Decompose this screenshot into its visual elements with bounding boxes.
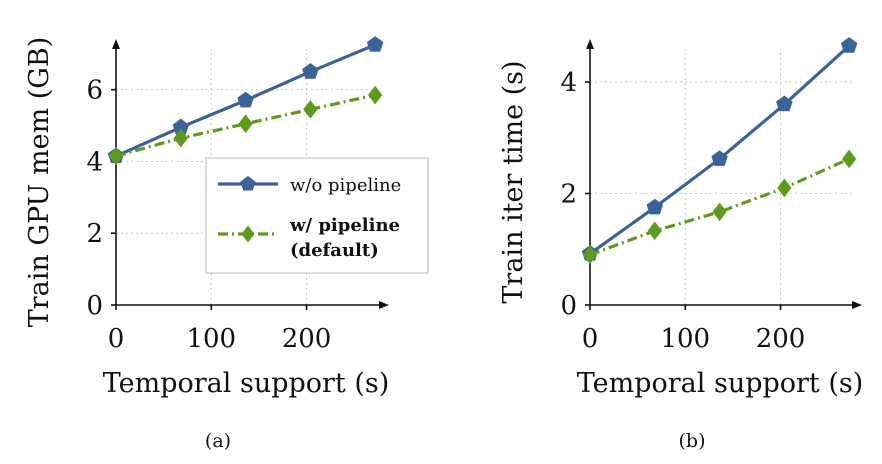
- point-w-pipeline-3: [777, 178, 792, 198]
- y-axis-title: Train iter time (s): [498, 60, 529, 303]
- point-wo-pipeline-4: [366, 36, 384, 52]
- legend-label-w-pipeline: w/ pipeline: [289, 215, 400, 236]
- x-tick-label-200: 200: [282, 324, 332, 354]
- y-tick-label-2: 2: [86, 219, 103, 249]
- point-wo-pipeline-3: [302, 63, 319, 79]
- x-tick-label-100: 100: [186, 324, 236, 354]
- point-w-pipeline-4: [368, 85, 383, 105]
- y-tick-label-4: 4: [560, 68, 577, 98]
- x-axis-arrow: [379, 301, 389, 309]
- panel-b: 0 100 200 0 2 4 Temporal support (s) Train iter…: [498, 37, 864, 452]
- y-axis-arrow: [586, 39, 594, 49]
- point-wo-pipeline-1: [646, 198, 663, 215]
- point-w-pipeline-3: [303, 100, 318, 119]
- x-tick-label-100: 100: [660, 324, 710, 354]
- legend-label-wo-pipeline: w/o pipeline: [290, 175, 401, 196]
- x-axis-title: Temporal support (s): [103, 368, 390, 399]
- point-w-pipeline-2: [238, 114, 253, 134]
- y-tick-label-2: 2: [560, 180, 577, 210]
- point-wo-pipeline-2: [237, 91, 254, 108]
- point-wo-pipeline-4: [840, 37, 858, 53]
- point-w-pipeline-1: [647, 221, 662, 241]
- legend: w/o pipeline w/ pipeline (default): [205, 157, 429, 274]
- y-tick-label-6: 6: [86, 76, 103, 106]
- y-axis-title: Train GPU mem (GB): [24, 37, 55, 327]
- series-line-wo-pipeline: [589, 44, 851, 256]
- y-tick-label-0: 0: [560, 291, 577, 321]
- point-w-pipeline-2: [712, 202, 727, 222]
- x-axis-arrow: [852, 301, 862, 309]
- point-wo-pipeline-2: [711, 150, 728, 166]
- point-wo-pipeline-3: [776, 95, 793, 112]
- series-line-w-pipeline: [115, 93, 376, 158]
- point-w-pipeline-0: [108, 146, 124, 166]
- series-line-w-pipeline: [589, 157, 850, 257]
- x-tick-label-200: 200: [756, 324, 806, 354]
- x-axis-title: Temporal support (s): [577, 368, 864, 399]
- legend-marker-w-pipeline: [241, 225, 255, 243]
- point-w-pipeline-4: [842, 149, 857, 169]
- point-w-pipeline-0: [582, 245, 598, 265]
- panel-caption: (b): [679, 430, 706, 452]
- legend-box: [205, 157, 429, 274]
- point-w-pipeline-1: [173, 128, 188, 148]
- panel-caption: (a): [205, 430, 231, 452]
- y-axis-arrow: [112, 39, 120, 49]
- y-tick-label-0: 0: [86, 291, 103, 321]
- x-tick-label-0: 0: [582, 324, 599, 354]
- x-tick-label-0: 0: [108, 324, 125, 354]
- legend-label-default: (default): [290, 240, 379, 261]
- legend-marker-wo-pipeline: [240, 176, 256, 191]
- panel-a: 0 100 200 0 2 4 6 Temporal support (s) Train GPU…: [24, 36, 429, 452]
- y-tick-label-4: 4: [86, 147, 103, 177]
